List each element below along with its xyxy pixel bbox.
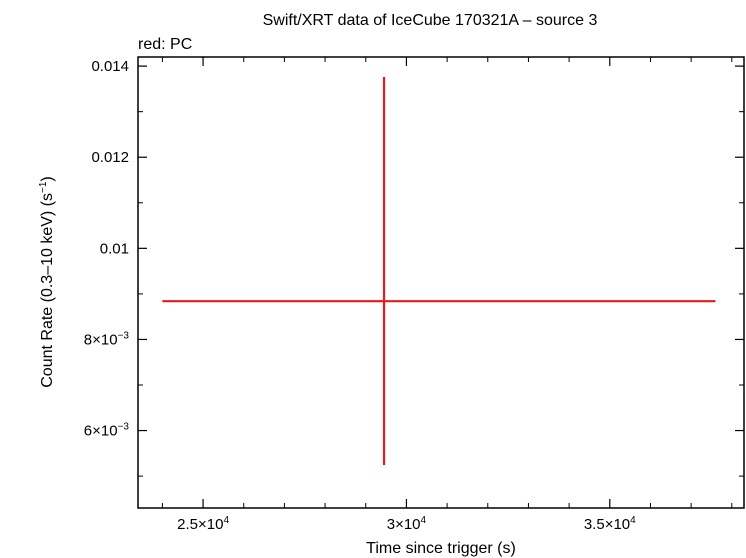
- x-axis-label: Time since trigger (s): [366, 540, 516, 557]
- y-tick-label: 6×10−3: [84, 422, 130, 440]
- x-tick-label: 2.5×104: [177, 515, 229, 533]
- x-tick-labels: 2.5×104 3×104 3.5×104: [177, 515, 636, 533]
- y-tick-label: 8×10−3: [84, 330, 130, 348]
- plot-frame: [137, 56, 745, 509]
- y-tick-label-mantissa: 0.014: [91, 58, 129, 75]
- x-tick-label-mantissa: 3×10: [387, 516, 421, 533]
- y-tick-label: 0.012: [91, 149, 129, 166]
- x-tick-label: 3.5×104: [584, 515, 636, 533]
- y-axis-label-sup: −1: [38, 181, 49, 193]
- data-marks: [162, 77, 716, 466]
- y-tick-label-mantissa: 6×10: [84, 423, 118, 440]
- x-tick-label: 3×104: [387, 515, 427, 533]
- y-tick-label-mantissa: 0.012: [91, 149, 129, 166]
- chart-subtitle: red: PC: [138, 36, 192, 53]
- x-tick-label-exponent: 4: [223, 515, 229, 526]
- y-tick-label: 0.014: [91, 58, 129, 75]
- y-axis-label-close: ): [39, 176, 56, 181]
- x-tick-label-exponent: 4: [421, 515, 427, 526]
- x-tick-label-mantissa: 2.5×10: [177, 516, 223, 533]
- y-tick-label-exponent: −3: [118, 422, 130, 433]
- y-axis-label: Count Rate (0.3–10 keV) (s−1): [38, 176, 56, 388]
- y-tick-label-exponent: −3: [118, 330, 130, 341]
- y-tick-label-mantissa: 0.01: [100, 240, 129, 257]
- chart-title: Swift/XRT data of IceCube 170321A – sour…: [263, 12, 598, 29]
- y-tick-label-mantissa: 8×10: [84, 331, 118, 348]
- axis-ticks: [138, 57, 744, 508]
- y-axis-label-main: Count Rate (0.3–10 keV) (s: [39, 193, 56, 388]
- y-tick-label: 0.01: [100, 240, 129, 257]
- x-tick-label-exponent: 4: [630, 515, 636, 526]
- x-tick-label-mantissa: 3.5×10: [584, 516, 630, 533]
